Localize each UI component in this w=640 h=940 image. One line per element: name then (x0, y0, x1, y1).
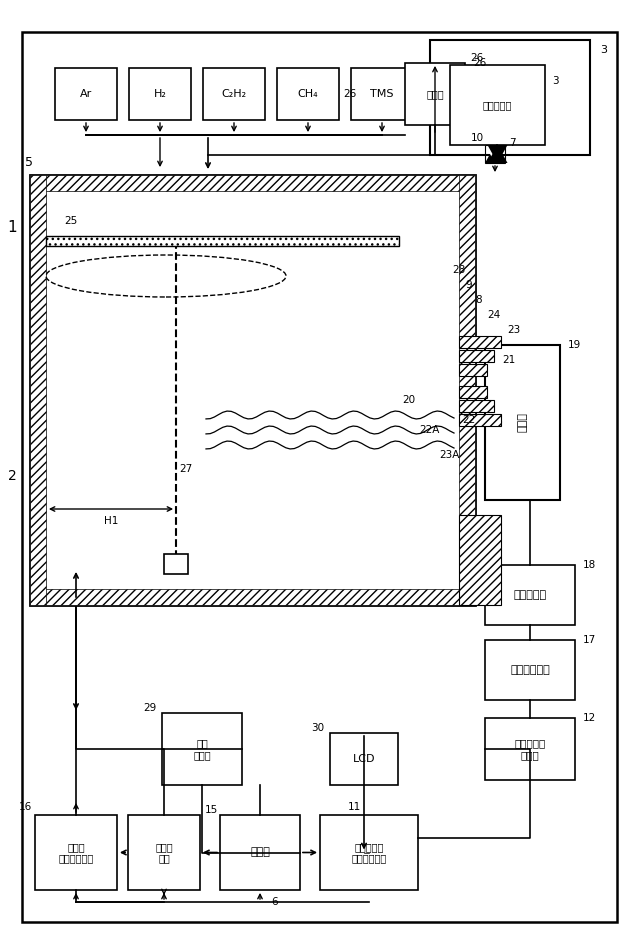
Text: C₂H₂: C₂H₂ (221, 89, 246, 99)
Bar (485, 640, 575, 700)
Bar (162, 713, 242, 785)
Text: 18: 18 (583, 560, 596, 570)
Text: 16: 16 (19, 802, 31, 812)
Bar (164, 554, 188, 574)
Text: 22A: 22A (419, 425, 439, 435)
Bar (30, 175, 475, 605)
Text: 3: 3 (600, 45, 607, 55)
Bar (485, 145, 505, 163)
Polygon shape (485, 145, 505, 163)
Text: マイクロ波
パルス制御部: マイクロ波 パルス制御部 (351, 841, 387, 863)
Text: H₂: H₂ (154, 89, 166, 99)
Text: 19: 19 (568, 340, 581, 350)
Text: H1: H1 (104, 516, 118, 526)
Text: 導波管: 導波管 (518, 413, 527, 432)
Text: 22: 22 (462, 415, 476, 425)
Text: 真空計: 真空計 (426, 89, 444, 99)
Text: 負電圧
パルス発生部: 負電圧 パルス発生部 (58, 841, 93, 863)
Text: 12: 12 (583, 713, 596, 723)
Text: TMS: TMS (371, 89, 394, 99)
Text: アイソレータ: アイソレータ (510, 665, 550, 675)
Text: 負電圧
電源: 負電圧 電源 (155, 841, 173, 863)
Text: 26: 26 (470, 53, 483, 63)
Text: 7: 7 (509, 138, 516, 148)
Text: 11: 11 (348, 802, 360, 812)
Bar (320, 815, 418, 890)
Text: 24: 24 (488, 310, 500, 320)
Bar (351, 68, 413, 120)
Bar (450, 65, 545, 145)
Bar (55, 68, 117, 120)
Bar (30, 175, 475, 191)
Text: Ar: Ar (80, 89, 92, 99)
Text: 1: 1 (7, 220, 17, 235)
Bar (485, 718, 575, 780)
Bar (459, 515, 501, 605)
Text: 23: 23 (508, 325, 520, 335)
Text: 制御部: 制御部 (250, 848, 270, 857)
Text: 27: 27 (179, 464, 193, 474)
Text: 28: 28 (452, 265, 466, 275)
Text: 20: 20 (403, 395, 415, 405)
Bar (485, 565, 575, 625)
Text: 25: 25 (65, 216, 77, 226)
Text: 放射
温度計: 放射 温度計 (193, 738, 211, 760)
Text: 30: 30 (312, 723, 324, 733)
Text: 26: 26 (473, 58, 486, 68)
Bar (459, 336, 501, 348)
Polygon shape (488, 145, 508, 163)
Text: 6: 6 (272, 897, 278, 907)
Bar (277, 68, 339, 120)
Bar (430, 40, 590, 155)
Text: 真空ポンプ: 真空ポンプ (483, 100, 512, 110)
Bar (459, 175, 475, 515)
Text: マイクロ波
発振器: マイクロ波 発振器 (515, 738, 546, 760)
Text: 3: 3 (552, 76, 559, 86)
Bar (459, 364, 487, 376)
Bar (405, 63, 465, 125)
Bar (128, 815, 200, 890)
Bar (220, 815, 300, 890)
Text: 10: 10 (470, 133, 484, 143)
Bar (46, 236, 399, 246)
Text: チューナー: チューナー (513, 590, 547, 600)
Bar (129, 68, 191, 120)
Bar (30, 175, 46, 605)
Text: 9: 9 (466, 280, 472, 290)
Text: CH₄: CH₄ (298, 89, 318, 99)
Text: 8: 8 (476, 295, 483, 305)
Bar (485, 345, 560, 500)
Text: LCD: LCD (353, 754, 375, 764)
Bar (330, 733, 398, 785)
Text: 17: 17 (583, 635, 596, 645)
Text: 2: 2 (8, 469, 17, 483)
Text: 21: 21 (502, 355, 516, 365)
Polygon shape (488, 145, 508, 163)
Bar (459, 350, 494, 362)
Text: 23A: 23A (439, 450, 459, 460)
Polygon shape (485, 145, 505, 163)
Text: 5: 5 (25, 156, 33, 169)
Bar (203, 68, 265, 120)
Bar (30, 589, 485, 605)
Text: 15: 15 (205, 805, 218, 815)
Bar (459, 400, 494, 412)
Bar (35, 815, 117, 890)
Text: 29: 29 (143, 703, 157, 713)
Bar (459, 386, 487, 398)
Text: 26: 26 (344, 89, 356, 99)
Bar (459, 414, 501, 426)
